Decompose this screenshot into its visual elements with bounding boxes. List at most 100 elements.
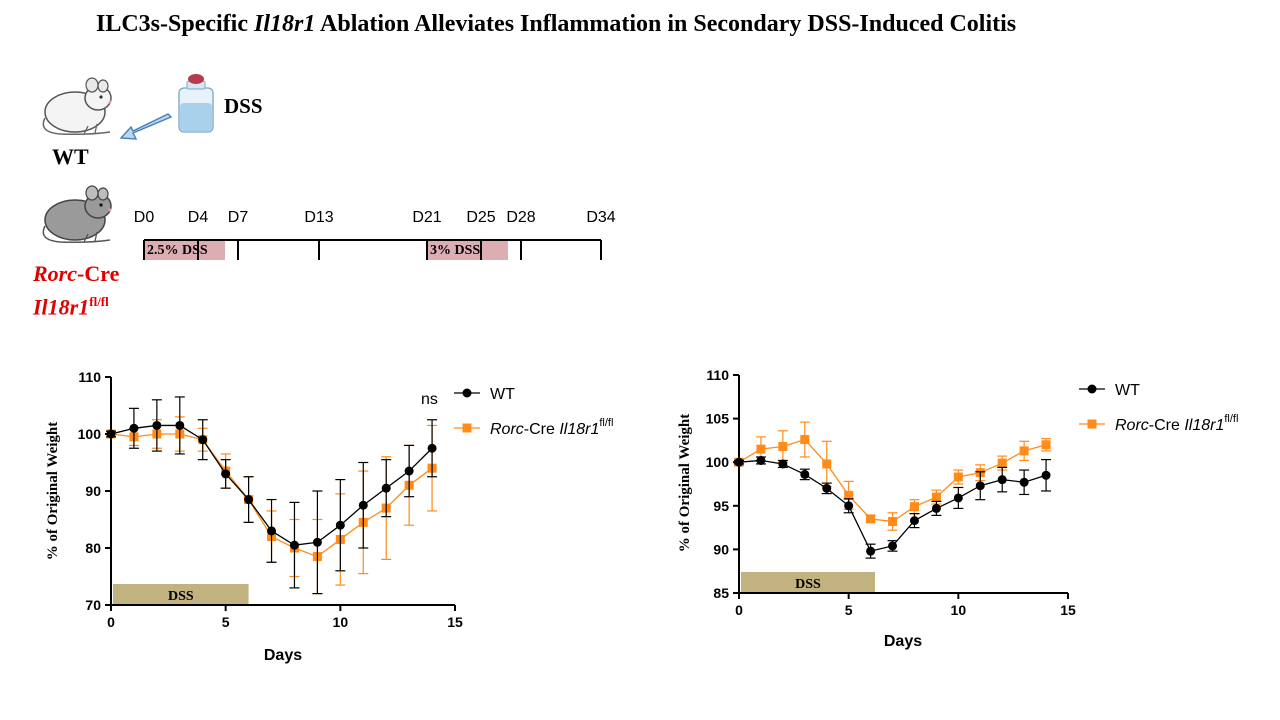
chart-right: DSS 85 90 95 100 105 110 0 5 10 15 % of Original …	[677, 367, 1238, 650]
data-point	[129, 423, 139, 433]
dss-period-1-label: 2.5% DSS	[147, 243, 208, 258]
c1-y-tick-label: 100	[78, 426, 102, 442]
data-point	[931, 503, 941, 513]
c2-y-tick-label: 90	[713, 541, 729, 557]
dss-period-2	[427, 240, 508, 260]
data-point	[888, 516, 898, 526]
dss-bottle-icon	[178, 74, 214, 133]
page-title: ILC3s-Specific Il18r1 Ablation Alleviate…	[96, 8, 1096, 41]
legend-ko-label: Rorc-Cre Il18r1fl/fl	[1115, 413, 1238, 434]
rorc-italic: Rorc	[33, 261, 77, 286]
chart-left-ns-annotation: ns	[421, 391, 438, 408]
legend-wt-marker	[1087, 384, 1097, 394]
c1-x-tick-label: 0	[107, 614, 115, 630]
c1-y-tick-label: 110	[78, 369, 101, 385]
timeline-day-d0: D0	[134, 209, 155, 226]
chart-left: DSS 70 80 90 100 110 0 5 10 15 % of Original Wei…	[45, 369, 613, 664]
chart-right-y-title: % of Original Weight	[677, 414, 693, 552]
data-point	[427, 443, 437, 453]
c2-dss-bar-label: DSS	[795, 577, 821, 592]
data-point	[909, 516, 919, 526]
legend-ko-cre: -Cre	[1149, 417, 1185, 434]
c1-dss-bar	[113, 584, 249, 605]
dss-label: DSS	[224, 94, 263, 118]
chart-right-legend: WT Rorc-Cre Il18r1fl/fl	[1079, 382, 1238, 434]
data-point	[953, 472, 963, 482]
legend-wt-label: WT	[1115, 382, 1140, 399]
c2-y-tick-label: 85	[713, 585, 729, 601]
data-point	[267, 526, 277, 536]
timeline-day-d34: D34	[586, 209, 615, 226]
data-point	[175, 420, 185, 430]
wt-mouse-label: WT	[52, 144, 89, 169]
timeline-day-d4: D4	[188, 209, 209, 226]
legend-wt-marker	[462, 388, 472, 398]
data-point	[1019, 477, 1029, 487]
legend-wt-label: WT	[490, 386, 515, 403]
data-point	[975, 481, 985, 491]
legend-ko-marker	[1087, 419, 1097, 429]
data-point	[953, 493, 963, 503]
c2-x-tick-label: 0	[735, 602, 743, 618]
data-point	[888, 541, 898, 551]
legend-ko-rorc: Rorc	[490, 421, 524, 438]
data-point	[909, 502, 919, 512]
legend-ko-rorc: Rorc	[1115, 417, 1149, 434]
data-point	[822, 483, 832, 493]
data-point	[404, 466, 414, 476]
data-point	[756, 455, 766, 465]
data-point	[312, 537, 322, 547]
data-point	[335, 520, 345, 530]
c2-y-tick-label: 110	[706, 367, 729, 383]
chart-left-x-title: Days	[264, 647, 302, 664]
c2-x-tick-label: 10	[951, 602, 967, 618]
title-part1: ILC3s-Specific	[96, 11, 254, 37]
legend-ko-sup: fl/fl	[599, 417, 613, 429]
data-point	[1019, 446, 1029, 456]
il18r1-sup: fl/fl	[89, 294, 109, 309]
chart-left-legend: WT Rorc-Cre Il18r1fl/fl	[454, 386, 613, 438]
data-point	[800, 435, 810, 445]
white-mouse-icon	[42, 77, 112, 135]
data-point	[778, 459, 788, 469]
legend-ko-marker	[462, 423, 472, 433]
data-point	[381, 483, 391, 493]
legend-ko-cre: -Cre	[524, 421, 560, 438]
c2-y-tick-label: 105	[706, 411, 730, 427]
data-point	[997, 475, 1007, 485]
series-line	[738, 459, 1047, 552]
dss-period-2-label: 3% DSS	[430, 243, 480, 258]
c1-y-tick-label: 80	[85, 540, 101, 556]
legend-ko-sup: fl/fl	[1224, 413, 1238, 425]
legend-ko-gene: Il18r1	[1184, 417, 1224, 434]
timeline-day-d21: D21	[412, 209, 441, 226]
data-point	[106, 429, 116, 439]
timeline-day-d13: D13	[304, 209, 333, 226]
dss-period-1	[144, 240, 225, 260]
c1-x-tick-label: 5	[222, 614, 230, 630]
data-point	[866, 546, 876, 556]
data-point	[800, 469, 810, 479]
c2-x-tick-label: 15	[1060, 602, 1076, 618]
c2-x-tick-label: 5	[845, 602, 853, 618]
il18r1-italic: Il18r1	[33, 294, 90, 320]
data-point	[221, 469, 231, 479]
c1-y-tick-label: 70	[85, 597, 101, 613]
dss-arrow-icon	[119, 113, 173, 140]
data-point	[822, 459, 832, 469]
chart-right-x-title: Days	[884, 633, 922, 650]
data-point	[198, 435, 208, 445]
rorc-rest: -Cre	[77, 261, 120, 286]
timeline-day-d7: D7	[228, 209, 249, 226]
data-point	[756, 444, 766, 454]
experiment-timeline: 2.5% DSS 3% DSS D0 D4 D7 D13 D21 D25 D28 D34	[134, 209, 616, 260]
title-part2: Ablation Alleviates Inflammation in Seco…	[315, 11, 1017, 37]
data-point	[358, 500, 368, 510]
c2-y-tick-label: 95	[713, 498, 729, 514]
grey-mouse-icon	[42, 185, 112, 243]
data-point	[997, 458, 1007, 468]
data-point	[1041, 470, 1051, 480]
title-gene: Il18r1	[254, 11, 316, 37]
data-point	[244, 495, 254, 505]
